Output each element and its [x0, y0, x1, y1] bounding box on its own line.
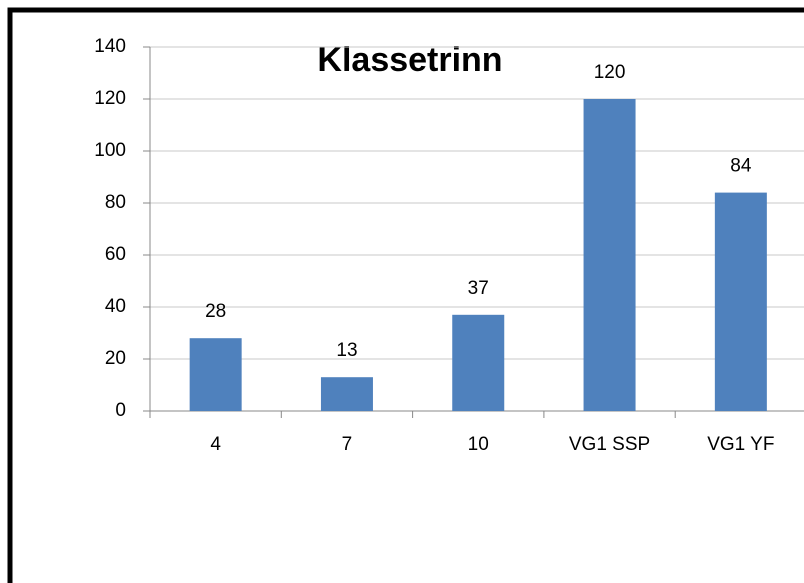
bar	[714, 192, 767, 411]
y-tick-label: 100	[94, 140, 126, 161]
y-tick-label: 20	[105, 348, 126, 369]
x-tick-label: 7	[342, 434, 353, 455]
bar	[452, 314, 505, 411]
y-tick-label: 120	[94, 88, 126, 109]
x-tick-label: VG1 YF	[707, 434, 774, 455]
bar	[583, 99, 636, 411]
y-tick-label: 60	[105, 244, 126, 265]
y-tick-label: 140	[94, 36, 126, 57]
x-tick-label: 10	[468, 434, 489, 455]
x-tick-label: 4	[210, 434, 221, 455]
x-tick-label: VG1 SSP	[569, 434, 650, 455]
data-label: 84	[730, 156, 752, 177]
bar	[320, 377, 373, 411]
y-tick-label: 80	[105, 192, 126, 213]
data-label: 120	[594, 62, 626, 83]
data-label: 28	[205, 301, 226, 322]
bar	[189, 338, 242, 411]
frame	[7, 7, 804, 583]
y-tick-label: 0	[115, 400, 126, 421]
data-label: 37	[468, 278, 489, 299]
data-label: 13	[336, 340, 357, 361]
y-tick-label: 40	[105, 296, 126, 317]
